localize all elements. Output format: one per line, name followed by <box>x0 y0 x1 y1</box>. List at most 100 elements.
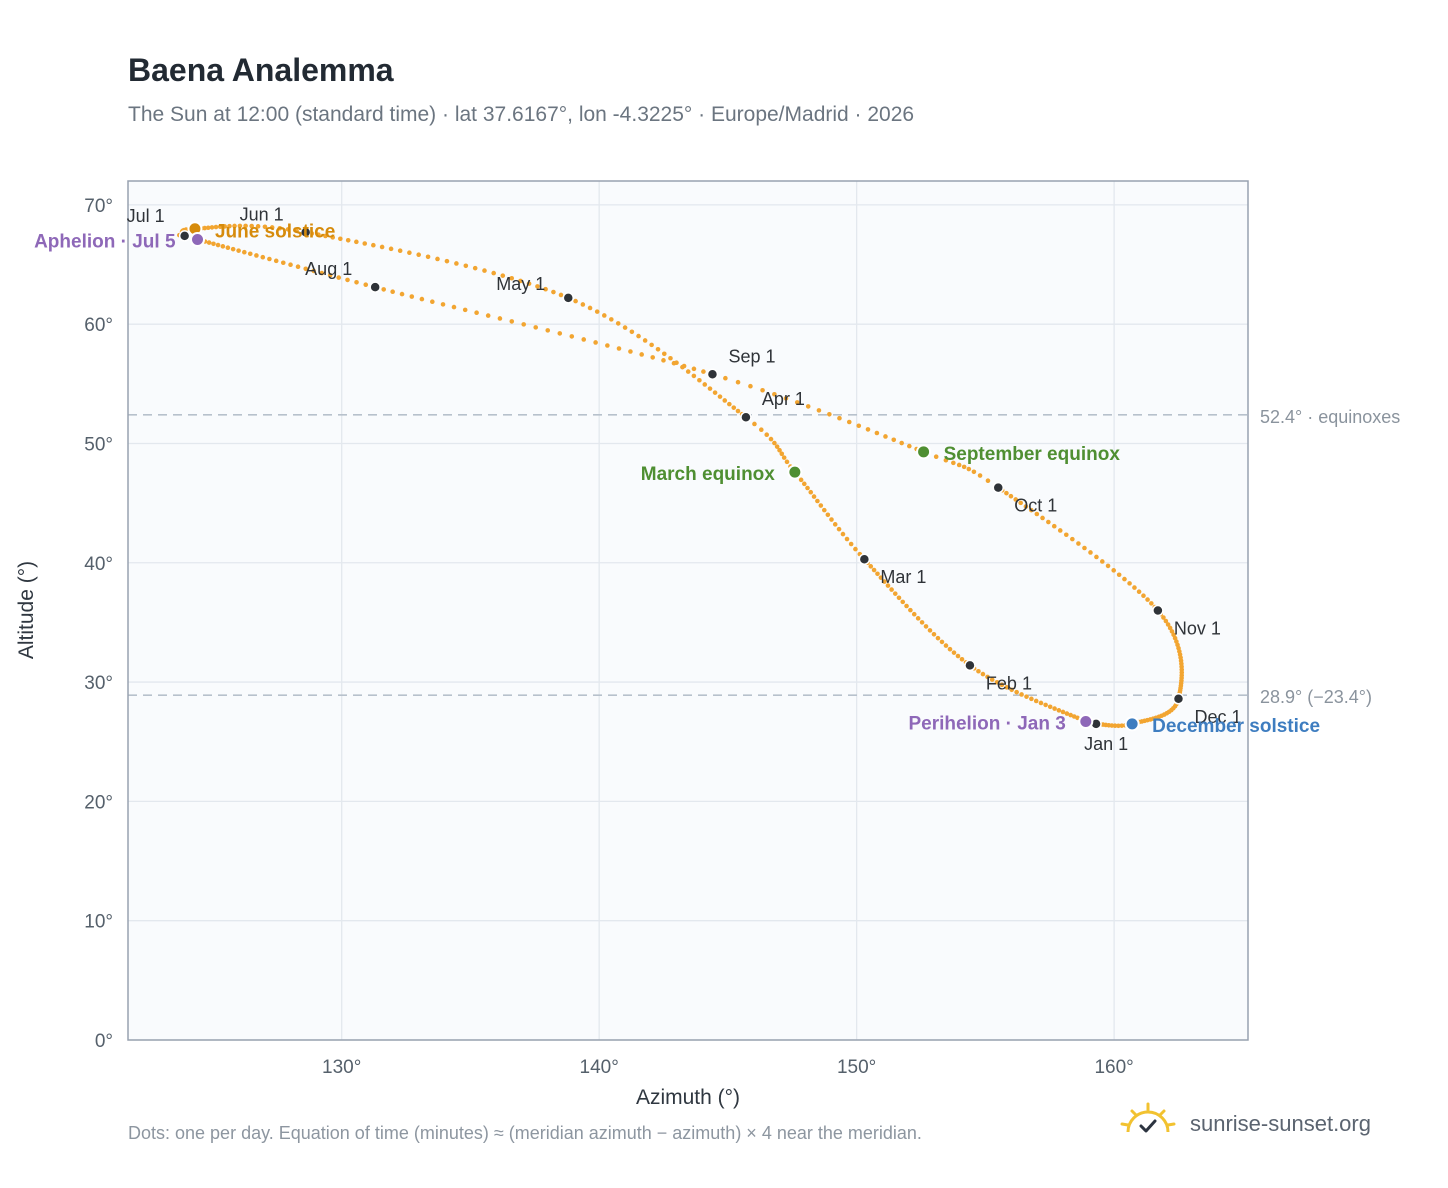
daily-dot <box>1105 563 1111 569</box>
daily-dot <box>336 275 342 280</box>
footnote: Dots: one per day. Equation of time (min… <box>128 1123 922 1143</box>
daily-dot <box>217 224 223 230</box>
daily-dot <box>1088 550 1093 555</box>
daily-dot <box>1071 714 1077 719</box>
daily-dot <box>966 466 972 472</box>
chart-title: Baena Analemma <box>128 52 394 88</box>
daily-dot <box>1051 523 1057 529</box>
daily-dot <box>891 437 897 443</box>
daily-dot <box>976 668 981 674</box>
y-tick-label: 20° <box>84 792 113 813</box>
daily-dot <box>783 396 789 401</box>
daily-dot <box>211 241 216 247</box>
daily-dot <box>844 536 850 542</box>
brand-name: sunrise-sunset.org <box>1190 1111 1371 1136</box>
daily-dot <box>840 531 846 537</box>
daily-dot <box>500 273 506 278</box>
daily-dot <box>444 258 450 264</box>
daily-dot <box>316 232 321 237</box>
daily-dot <box>760 387 765 393</box>
daily-dot <box>622 325 628 330</box>
daily-dot <box>430 299 435 305</box>
daily-dot <box>1076 541 1081 546</box>
daily-dot <box>1132 585 1137 590</box>
month-dot <box>369 281 381 293</box>
daily-dot <box>661 351 667 357</box>
daily-dot <box>829 517 834 522</box>
daily-dot <box>593 340 598 345</box>
reference-line-label: 28.9° (−23.4°) <box>1260 687 1372 707</box>
daily-dot <box>999 682 1005 688</box>
daily-dot <box>900 599 906 605</box>
x-tick-label: 160° <box>1094 1057 1133 1078</box>
daily-dot <box>1145 597 1150 602</box>
plot-frame <box>127 180 1249 1041</box>
daily-dot <box>956 462 962 468</box>
sun-logo-icon <box>1120 1102 1176 1133</box>
month-label: May 1 <box>496 274 545 294</box>
daily-dot <box>939 639 945 645</box>
daily-dot <box>1043 702 1048 708</box>
month-dot <box>740 411 752 423</box>
daily-dot <box>1056 708 1062 713</box>
daily-dot <box>379 244 385 250</box>
daily-dot <box>1023 504 1029 509</box>
daily-dot <box>899 440 904 446</box>
daily-dot <box>1136 589 1142 594</box>
daily-dot <box>661 358 666 363</box>
daily-dot <box>294 228 299 234</box>
daily-dot <box>1019 692 1024 697</box>
daily-dot <box>836 526 842 532</box>
daily-dot <box>371 242 376 248</box>
daily-dot <box>236 248 241 253</box>
daily-dot <box>980 671 986 677</box>
month-dot <box>858 553 871 565</box>
daily-dot <box>892 591 898 596</box>
daily-dot <box>784 459 790 465</box>
grid-lines <box>128 181 1248 1041</box>
daily-dot <box>735 408 741 414</box>
daily-dot <box>971 469 977 475</box>
daily-dot <box>758 427 764 433</box>
daily-dot <box>518 278 523 284</box>
daily-dot <box>594 309 600 314</box>
daily-dot <box>723 375 728 381</box>
daily-dot <box>521 322 527 327</box>
daily-dot <box>609 317 614 322</box>
daily-dot <box>811 494 817 499</box>
event-label: December solstice <box>1152 716 1320 737</box>
daily-dot <box>225 245 231 251</box>
daily-dot <box>573 298 578 304</box>
daily-dot <box>685 369 691 374</box>
daily-dot <box>649 342 654 348</box>
daily-dot <box>327 273 333 278</box>
daily-dot <box>362 241 368 246</box>
daily-dot <box>1116 723 1121 729</box>
daily-dot <box>254 253 259 258</box>
month-label: Jan 1 <box>1084 734 1128 754</box>
daily-dot <box>825 512 831 518</box>
daily-dot <box>1119 723 1125 728</box>
daily-dot <box>472 265 478 271</box>
brand[interactable]: sunrise-sunset.org <box>1120 1102 1420 1146</box>
daily-dot <box>363 282 369 288</box>
daily-dot <box>752 421 757 427</box>
month-dot <box>992 481 1005 494</box>
daily-dot <box>794 400 800 405</box>
daily-dot <box>230 246 236 252</box>
daily-dot <box>883 434 888 439</box>
daily-dot <box>748 383 753 389</box>
daily-dot <box>1038 700 1044 706</box>
daily-dot <box>671 360 677 366</box>
daily-dot <box>1040 515 1045 521</box>
daily-dot <box>908 607 913 613</box>
daily-dot <box>878 575 884 580</box>
event-dot <box>190 231 206 247</box>
daily-dot <box>702 382 708 387</box>
daily-dot <box>1165 622 1171 627</box>
daily-dot <box>1149 601 1154 606</box>
daily-dot <box>805 404 811 409</box>
daily-dot <box>311 268 316 274</box>
daily-dot <box>1127 581 1132 586</box>
